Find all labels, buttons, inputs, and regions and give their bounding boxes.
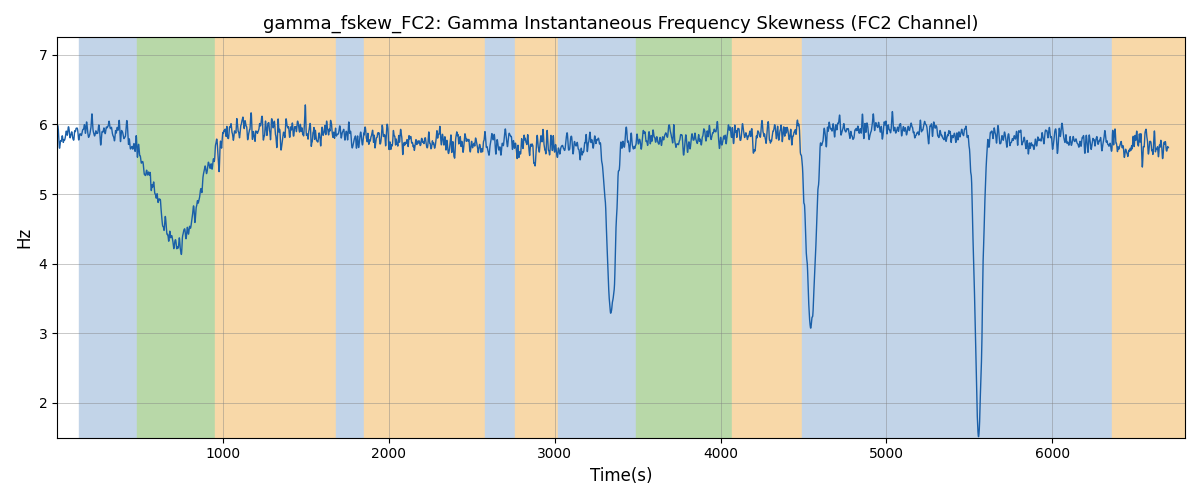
Bar — [515, 38, 558, 438]
Y-axis label: Hz: Hz — [16, 227, 34, 248]
Bar — [215, 38, 336, 438]
Title: gamma_fskew_FC2: Gamma Instantaneous Frequency Skewness (FC2 Channel): gamma_fskew_FC2: Gamma Instantaneous Fre… — [263, 15, 979, 34]
Bar — [1112, 38, 1184, 438]
Bar — [558, 38, 575, 438]
Bar — [1082, 38, 1112, 438]
Bar — [732, 38, 802, 438]
Bar — [575, 38, 636, 438]
Bar — [802, 38, 823, 438]
Bar — [79, 38, 137, 438]
Bar — [636, 38, 732, 438]
Bar — [137, 38, 215, 438]
Bar — [364, 38, 485, 438]
Bar — [336, 38, 364, 438]
Bar — [485, 38, 515, 438]
X-axis label: Time(s): Time(s) — [590, 467, 653, 485]
Bar — [823, 38, 1082, 438]
